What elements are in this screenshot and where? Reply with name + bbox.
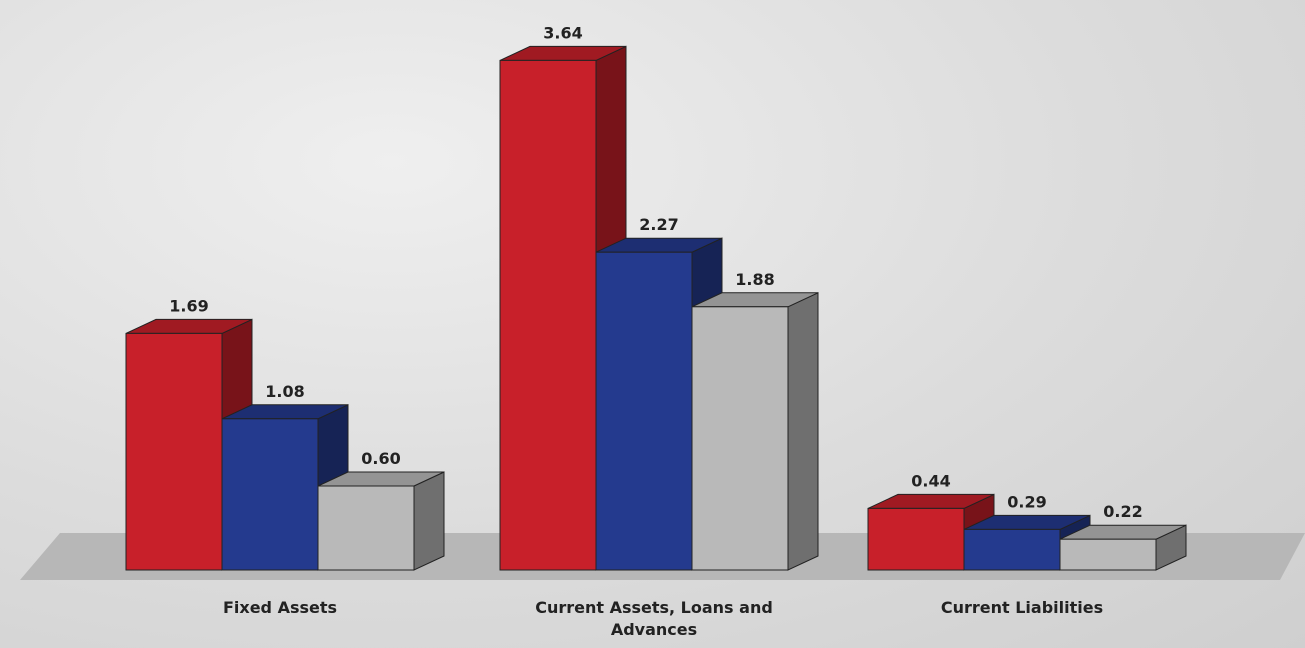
value-label: 0.60 — [361, 449, 400, 468]
bar-side — [787, 292, 819, 571]
value-label: 1.88 — [735, 270, 774, 289]
bar — [963, 528, 1061, 571]
bar — [317, 485, 415, 571]
x-tick-label: Current Assets, Loans and Advances — [535, 598, 773, 639]
bar — [1059, 538, 1157, 571]
value-label: 2.27 — [639, 215, 678, 234]
bar — [221, 418, 319, 571]
value-label: 3.64 — [543, 23, 582, 42]
bar-side — [413, 471, 445, 571]
bar — [867, 507, 965, 571]
bar — [125, 332, 223, 571]
value-label: 0.44 — [911, 471, 950, 490]
bar — [595, 251, 693, 571]
bar — [499, 59, 597, 571]
value-label: 0.22 — [1103, 502, 1142, 521]
x-tick-label: Fixed Assets — [222, 598, 338, 617]
bar — [691, 306, 789, 571]
value-label: 1.08 — [265, 382, 304, 401]
x-tick-label: Current Liabilities — [940, 598, 1104, 617]
value-label: 1.69 — [169, 296, 208, 315]
value-label: 0.29 — [1007, 492, 1046, 511]
